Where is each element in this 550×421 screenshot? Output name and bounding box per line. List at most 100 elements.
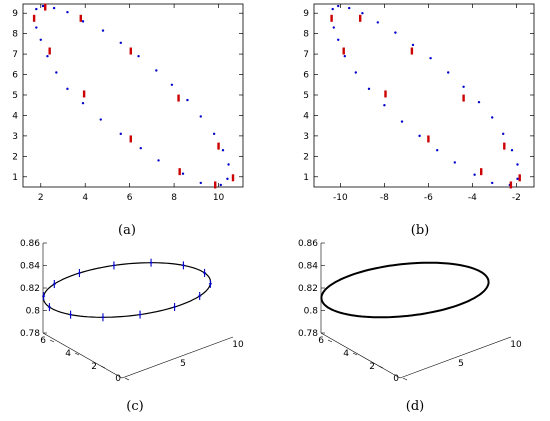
data-point bbox=[212, 132, 216, 136]
data-point bbox=[337, 4, 340, 8]
data-point bbox=[139, 146, 142, 150]
data-point bbox=[119, 132, 122, 136]
data-point bbox=[99, 118, 102, 121]
x-axis: -10 -8 -6 -4 -2 bbox=[333, 4, 521, 203]
data-point bbox=[155, 69, 158, 72]
data-bar-marker bbox=[32, 14, 36, 22]
y-tick-label: 5 bbox=[12, 91, 18, 101]
panel-c: 0.78 0.8 0.82 0.84 0.86 0 2 4 6 5 10 (c) bbox=[20, 239, 244, 414]
y-tick-label: 8 bbox=[303, 30, 309, 40]
data-point bbox=[331, 7, 334, 11]
y-tick-label: 0 bbox=[115, 374, 121, 384]
ellipse-curve bbox=[320, 261, 490, 319]
y-tick-mark bbox=[124, 377, 130, 381]
x-tick-label: -4 bbox=[468, 193, 477, 203]
data-point bbox=[343, 54, 346, 58]
data-point bbox=[46, 54, 49, 58]
data-bar-marker bbox=[509, 181, 513, 189]
data-bar-marker bbox=[384, 90, 387, 98]
data-point bbox=[361, 12, 364, 15]
data-point bbox=[221, 148, 225, 152]
data-bar-marker bbox=[178, 168, 181, 176]
data-marks bbox=[320, 261, 490, 319]
data-bar-marker bbox=[217, 142, 220, 150]
y-tick-label: 6 bbox=[12, 71, 18, 81]
z-tick-label: 0.86 bbox=[20, 239, 40, 249]
data-point bbox=[502, 132, 505, 136]
data-point bbox=[101, 29, 105, 32]
y-tick-mark bbox=[74, 352, 80, 356]
ellipse-curve bbox=[42, 262, 212, 318]
x-tick-label: -8 bbox=[380, 193, 389, 203]
x-tick-label: 6 bbox=[127, 193, 133, 203]
data-point bbox=[52, 6, 56, 10]
axes-3d: 0.78 0.8 0.82 0.84 0.86 0 2 4 6 5 10 bbox=[298, 239, 522, 384]
y-axis-line bbox=[320, 332, 401, 379]
plot-frame bbox=[22, 3, 244, 188]
z-tick-label: 0.86 bbox=[298, 239, 318, 249]
y-tick-label: 1 bbox=[303, 173, 309, 183]
y-tick-label: 7 bbox=[12, 50, 18, 60]
x-tick-label: 2 bbox=[38, 193, 44, 203]
data-bar-marker bbox=[129, 47, 132, 55]
y-tick-label: 4 bbox=[65, 349, 71, 359]
data-bar-marker bbox=[503, 142, 506, 150]
y-tick-label: 4 bbox=[303, 111, 309, 121]
data-point bbox=[170, 83, 174, 86]
data-point bbox=[226, 177, 229, 181]
y-tick-label: 5 bbox=[303, 91, 309, 101]
y-tick-label: 7 bbox=[303, 50, 309, 60]
data-point bbox=[41, 4, 45, 8]
data-point bbox=[199, 115, 202, 118]
x-axis: 2 4 6 8 10 bbox=[38, 4, 225, 203]
data-point bbox=[39, 38, 42, 41]
data-point bbox=[227, 163, 230, 166]
data-point bbox=[400, 120, 404, 123]
data-point bbox=[491, 181, 494, 185]
data-point bbox=[383, 104, 386, 107]
data-bar-marker bbox=[427, 135, 430, 143]
z-tick-label: 0.8 bbox=[304, 307, 319, 317]
x-axis-line bbox=[121, 336, 234, 379]
z-tick-label: 0.82 bbox=[298, 284, 318, 294]
data-point bbox=[394, 31, 397, 34]
plot-frame bbox=[313, 3, 535, 188]
y-axis: 1 2 3 4 5 6 7 8 9 bbox=[303, 9, 534, 183]
y-tick-mark bbox=[402, 377, 408, 381]
y-tick-label: 2 bbox=[91, 362, 97, 372]
y-tick-label: 1 bbox=[12, 173, 18, 183]
z-tick-label: 0.82 bbox=[20, 284, 40, 294]
data-point bbox=[348, 6, 351, 10]
data-point bbox=[354, 71, 357, 74]
y-axis: 1 2 3 4 5 6 7 8 9 bbox=[12, 9, 243, 183]
panel-caption: (c) bbox=[126, 399, 143, 414]
x-tick-label: 10 bbox=[213, 193, 225, 203]
data-point bbox=[411, 43, 415, 47]
z-tick-label: 0.8 bbox=[26, 307, 41, 317]
data-point bbox=[81, 20, 85, 23]
y-tick-label: 4 bbox=[343, 349, 349, 359]
x-tick-label: 5 bbox=[180, 359, 186, 369]
x-tick-label: -2 bbox=[512, 193, 521, 203]
data-point bbox=[35, 26, 38, 29]
panel-b: 1 2 3 4 5 6 7 8 9 -10 -8 -6 -4 -2 (b) bbox=[303, 3, 535, 238]
z-tick-label: 0.84 bbox=[298, 262, 318, 272]
data-bar-marker bbox=[342, 47, 345, 55]
data-point bbox=[137, 54, 140, 58]
panel-d: 0.78 0.8 0.82 0.84 0.86 0 2 4 6 5 10 (d) bbox=[298, 239, 522, 414]
data-point bbox=[332, 26, 335, 29]
data-bar-marker bbox=[330, 14, 333, 22]
data-marks bbox=[32, 3, 235, 189]
data-bar-marker bbox=[129, 135, 132, 143]
panel-a: 1 2 3 4 5 6 7 8 9 2 4 6 8 10 (a) bbox=[12, 3, 244, 238]
data-point bbox=[447, 71, 450, 74]
data-point bbox=[436, 148, 439, 152]
data-point bbox=[376, 21, 379, 24]
data-point bbox=[510, 148, 514, 152]
panel-caption: (d) bbox=[406, 399, 424, 414]
data-bar-marker bbox=[462, 94, 465, 102]
data-point bbox=[81, 101, 85, 105]
data-point bbox=[337, 38, 340, 41]
y-tick-label: 8 bbox=[12, 30, 18, 40]
